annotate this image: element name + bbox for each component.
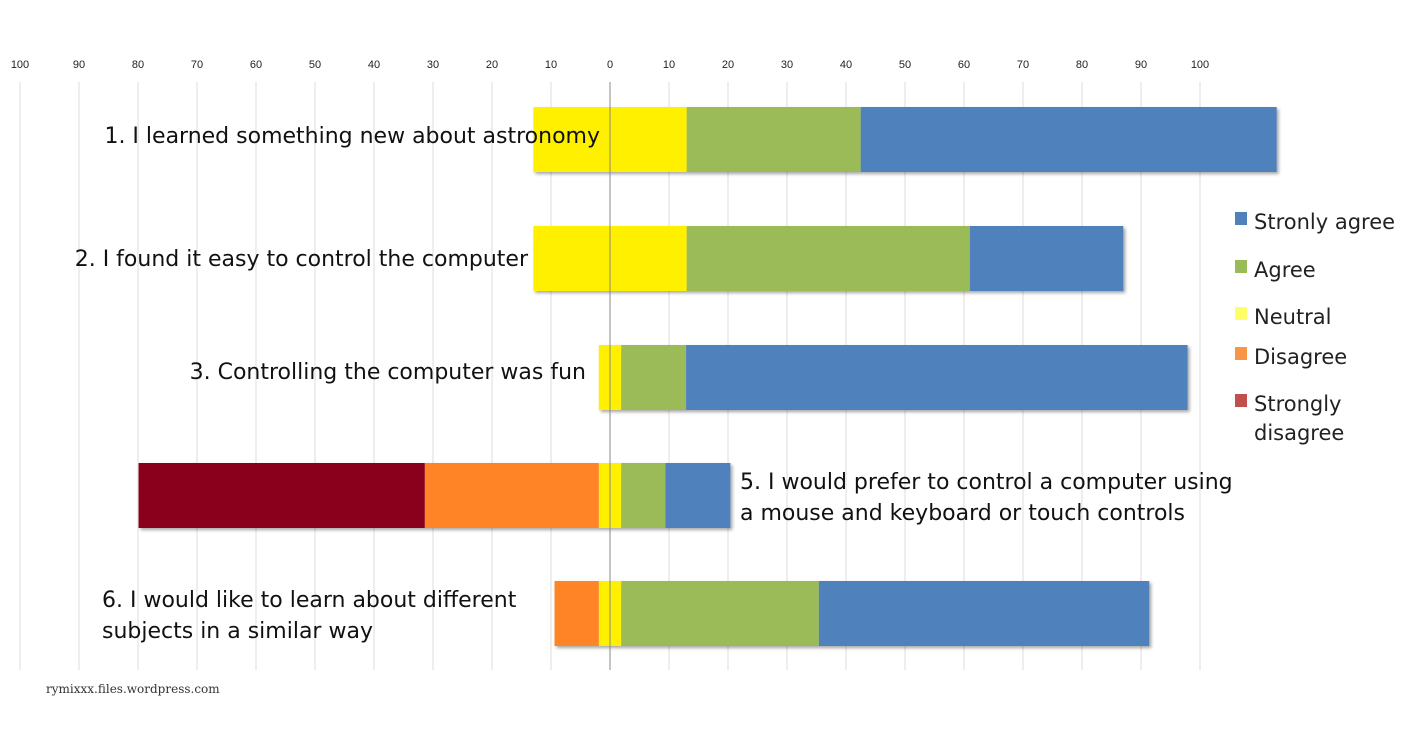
x-tick-label: 10 (545, 59, 557, 71)
legend-swatch (1235, 347, 1247, 360)
bar-row (138, 463, 731, 528)
x-tick-label: 100 (11, 59, 29, 71)
legend-label: Disagree (1254, 345, 1347, 369)
x-tick-label: 30 (781, 59, 793, 71)
bar-row (554, 581, 1150, 646)
x-tick-label: 60 (250, 59, 262, 71)
x-tick-label: 90 (73, 59, 85, 71)
question-label: a mouse and keyboard or touch controls (740, 501, 1185, 526)
x-tick-label: 60 (958, 59, 970, 71)
question-label: 2. I found it easy to control the comput… (75, 247, 529, 272)
bar-disagree (554, 581, 599, 646)
bar-agree (621, 345, 687, 410)
x-tick-label: 20 (722, 59, 734, 71)
x-tick-label: 70 (191, 59, 203, 71)
legend-swatch (1235, 212, 1247, 225)
bar-row (533, 107, 1277, 172)
legend-swatch (1235, 307, 1247, 320)
legend-swatch (1235, 394, 1247, 407)
bar-strongly-disagree (138, 463, 425, 528)
x-tick-label: 40 (840, 59, 852, 71)
legend-label: Stronly agree (1254, 210, 1395, 234)
bar-stronly-agree (860, 107, 1277, 172)
legend-label: Neutral (1254, 305, 1332, 329)
x-tick-label: 100 (1191, 59, 1209, 71)
legend: Stronly agree Agree Neutral Disagree Strongl… (1235, 210, 1395, 445)
bar-stronly-agree (686, 345, 1188, 410)
question-labels: 1. I learned something new about astrono… (75, 124, 1233, 644)
x-tick-label: 20 (486, 59, 498, 71)
legend-label: Agree (1254, 258, 1316, 282)
x-tick-label: 90 (1135, 59, 1147, 71)
x-tick-label: 80 (132, 59, 144, 71)
x-tick-label: 70 (1017, 59, 1029, 71)
x-tick-label: 10 (663, 59, 675, 71)
question-label: subjects in a similar way (102, 619, 373, 644)
bar-agree (686, 226, 970, 291)
bar-agree (686, 107, 861, 172)
legend-swatch (1235, 260, 1247, 273)
x-tick-label: 40 (368, 59, 380, 71)
x-tick-label: 50 (899, 59, 911, 71)
question-label: 5. I would prefer to control a computer … (740, 470, 1233, 495)
x-tick-label: 30 (427, 59, 439, 71)
bar-stronly-agree (665, 463, 731, 528)
x-axis-ticks: 100 90 80 70 60 50 40 30 20 10 0 10 20 30 40 50 60 70 80 90… (11, 59, 1209, 71)
legend-label: disagree (1254, 421, 1344, 445)
bar-disagree (424, 463, 599, 528)
x-tick-label: 80 (1076, 59, 1088, 71)
bar-stronly-agree (818, 581, 1150, 646)
bar-row (598, 345, 1188, 410)
legend-label: Strongly (1254, 392, 1342, 416)
question-label: 6. I would like to learn about different (102, 588, 517, 613)
question-label: 3. Controlling the computer was fun (190, 360, 586, 385)
bar-row (533, 226, 1124, 291)
x-tick-label: 50 (309, 59, 321, 71)
bar-agree (621, 581, 819, 646)
bar-series (138, 107, 1277, 646)
source-credit: rymixxx.files.wordpress.com (46, 682, 220, 696)
bar-agree (621, 463, 666, 528)
question-label: 1. I learned something new about astrono… (104, 124, 600, 149)
x-tick-label: 0 (607, 59, 613, 71)
bar-stronly-agree (969, 226, 1124, 291)
